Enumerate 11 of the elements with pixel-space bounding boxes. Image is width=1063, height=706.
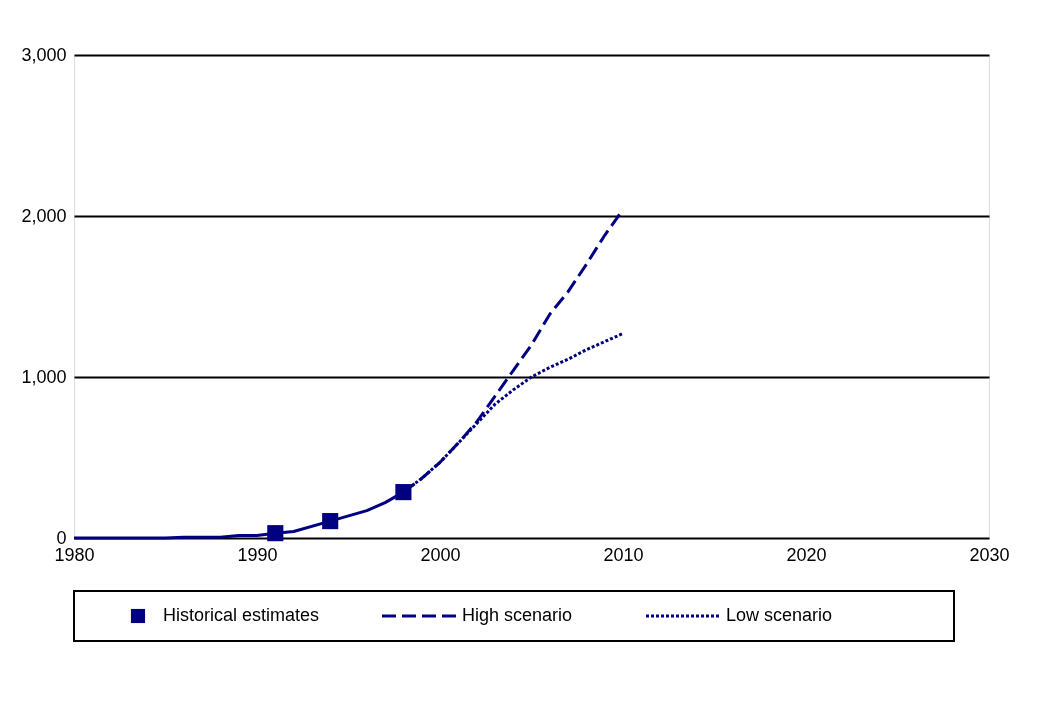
legend-label: High scenario	[462, 605, 573, 625]
y-tick-label: 2,000	[21, 205, 67, 226]
legend-label: Historical estimates	[163, 605, 320, 625]
y-tick-label: 1,000	[21, 366, 67, 387]
x-tick-label: 2020	[786, 544, 827, 565]
x-tick-label: 2000	[420, 544, 461, 565]
x-tick-label: 2030	[969, 544, 1010, 565]
x-tick-label: 1990	[237, 544, 278, 565]
legend-label: Low scenario	[726, 605, 833, 625]
x-tick-label: 2010	[603, 544, 644, 565]
y-tick-label: 3,000	[21, 44, 67, 65]
